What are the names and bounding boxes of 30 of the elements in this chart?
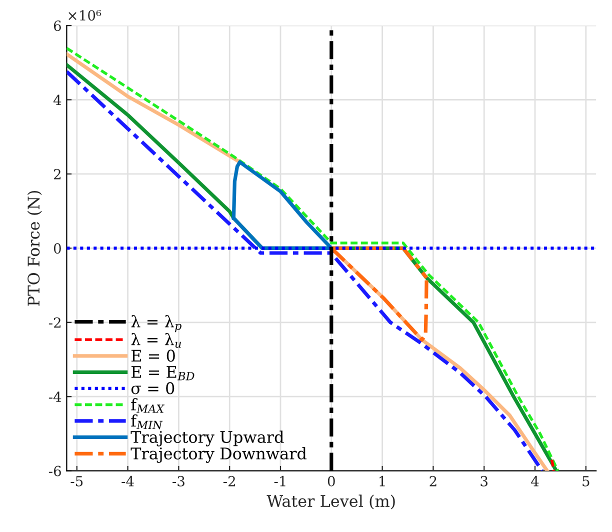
legend-label: λ = λ$_{p}$ (131, 315, 182, 332)
y-tick-label: -4 (48, 392, 62, 402)
x-axis-title: Water Level (m) (266, 494, 395, 510)
legend-label: Trajectory Upward (130, 430, 284, 446)
legend-label: Trajectory Downward (130, 447, 306, 463)
x-tick-label: 5 (582, 476, 590, 486)
legend-label: λ = λ$_{u}$ (131, 332, 181, 348)
x-tick-label: 0 (328, 476, 335, 486)
x-tick-label: 4 (531, 476, 539, 486)
y-axis-title: PTO Force (N) (27, 190, 42, 306)
y-tick-label: 6 (54, 20, 61, 32)
y-tick-label: 0 (54, 243, 61, 254)
x-tick-label: -4 (122, 476, 134, 486)
text: ×10⁶ (68, 10, 102, 21)
x-tick-label: 3 (480, 476, 488, 486)
legend-label: E = E$_{BD}$ (131, 366, 194, 380)
x-tick-label: -5 (70, 476, 83, 486)
legend-label: f$_{MIN}$ (131, 414, 163, 430)
legend-label: f$_{MAX}$ (131, 398, 165, 413)
x-tick-label: 2 (430, 476, 436, 486)
legend-label: σ = 0 (131, 382, 174, 394)
x-tick-label: -2 (223, 476, 235, 486)
x-tick-label: 1 (380, 476, 385, 486)
x-tick-label: -3 (172, 476, 184, 486)
y-tick-label: 2 (54, 168, 60, 180)
y-tick-label: -6 (48, 466, 61, 476)
y-tick-label: -2 (48, 317, 60, 328)
x-tick-label: -1 (274, 476, 286, 486)
y-tick-label: 4 (53, 94, 62, 106)
legend-label: E = 0 (131, 350, 175, 362)
